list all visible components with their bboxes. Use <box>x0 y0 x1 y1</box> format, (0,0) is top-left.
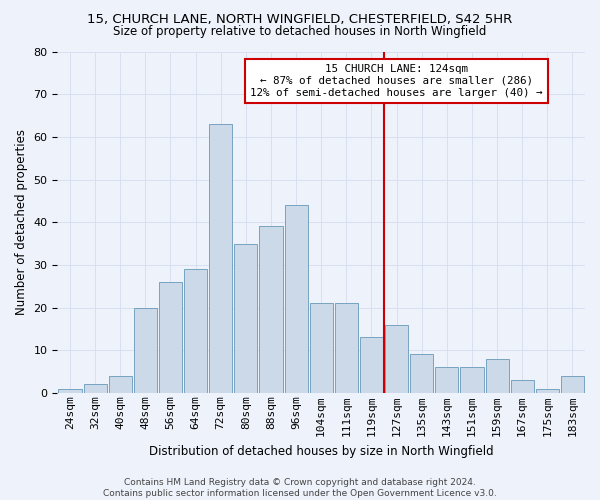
Bar <box>435 368 458 393</box>
Bar <box>83 384 107 393</box>
Bar <box>385 324 408 393</box>
Text: Contains HM Land Registry data © Crown copyright and database right 2024.
Contai: Contains HM Land Registry data © Crown c… <box>103 478 497 498</box>
Bar <box>310 304 333 393</box>
Y-axis label: Number of detached properties: Number of detached properties <box>15 129 28 315</box>
Bar <box>109 376 132 393</box>
Bar <box>284 205 308 393</box>
Bar <box>335 304 358 393</box>
Bar <box>209 124 232 393</box>
Bar <box>460 368 484 393</box>
Bar <box>159 282 182 393</box>
Bar <box>561 376 584 393</box>
Bar <box>134 308 157 393</box>
Bar <box>360 338 383 393</box>
Bar <box>485 359 509 393</box>
Text: 15 CHURCH LANE: 124sqm
← 87% of detached houses are smaller (286)
12% of semi-de: 15 CHURCH LANE: 124sqm ← 87% of detached… <box>250 64 543 98</box>
Bar <box>536 388 559 393</box>
Bar <box>259 226 283 393</box>
Bar <box>511 380 534 393</box>
Text: Size of property relative to detached houses in North Wingfield: Size of property relative to detached ho… <box>113 25 487 38</box>
Bar <box>410 354 433 393</box>
Bar <box>58 388 82 393</box>
Bar <box>184 269 207 393</box>
X-axis label: Distribution of detached houses by size in North Wingfield: Distribution of detached houses by size … <box>149 444 494 458</box>
Text: 15, CHURCH LANE, NORTH WINGFIELD, CHESTERFIELD, S42 5HR: 15, CHURCH LANE, NORTH WINGFIELD, CHESTE… <box>88 12 512 26</box>
Bar <box>234 244 257 393</box>
